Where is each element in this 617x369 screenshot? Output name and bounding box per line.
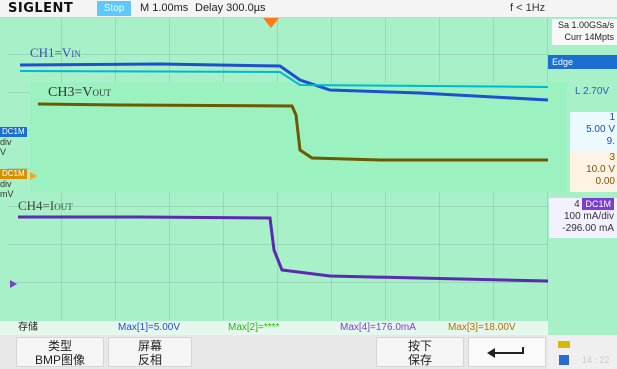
network-icon bbox=[559, 355, 569, 365]
ch1-label-text: CH1=V bbox=[30, 45, 72, 60]
trigger-level[interactable]: L 2.70V bbox=[575, 86, 610, 97]
press-label: 按下 bbox=[407, 339, 432, 353]
ch3-trace bbox=[37, 102, 548, 162]
ch4-coupling: DC1M bbox=[582, 198, 614, 210]
ch3-offset-icon bbox=[30, 172, 37, 180]
ch4-settings[interactable]: 4 DC1M 100 mA/div -296.00 mA bbox=[549, 198, 617, 238]
frequency-readout: f < 1Hz bbox=[510, 2, 546, 14]
left-marker-1-line1: div bbox=[0, 137, 12, 147]
left-marker-3-tag: DC1M bbox=[0, 169, 27, 179]
left-marker-3: DC1M div mV bbox=[0, 168, 27, 199]
status-icons bbox=[558, 341, 570, 365]
screen-label: 屏幕 bbox=[137, 339, 162, 353]
measure-max3: Max[3]=18.00V bbox=[448, 322, 516, 333]
ch4-label-sub: OUT bbox=[54, 202, 73, 212]
ch1-label: CH1=VIN bbox=[30, 45, 81, 61]
ch4-offset: -296.00 mA bbox=[562, 223, 614, 234]
trigger-position-icon[interactable] bbox=[263, 18, 279, 28]
press-value: 保存 bbox=[407, 353, 432, 367]
ch1-scale: 5.00 V bbox=[586, 124, 615, 135]
ch3-label-sub: OUT bbox=[92, 88, 111, 98]
ch4-trace bbox=[18, 215, 549, 283]
timebase-readout[interactable]: M 1.00ms bbox=[140, 2, 189, 14]
ch4-label: CH4=IOUT bbox=[18, 198, 73, 214]
screen-value: 反相 bbox=[137, 353, 162, 367]
sample-rate: Sa 1.00GSa/s bbox=[557, 20, 614, 30]
press-save-button[interactable]: 按下 保存 bbox=[376, 337, 464, 367]
left-marker-1-tag: DC1M bbox=[0, 127, 27, 137]
ch3-offset: 0.00 bbox=[595, 176, 615, 187]
ch4-offset-icon bbox=[10, 280, 17, 288]
back-arrow-icon bbox=[487, 347, 524, 358]
trigger-mode[interactable]: Edge bbox=[548, 55, 617, 69]
ch4-number: 4 bbox=[574, 199, 580, 210]
softkey-menu: 类型 BMP图像 屏幕 反相 按下 保存 bbox=[0, 335, 548, 369]
ch3-scale: 10.0 V bbox=[586, 164, 615, 175]
ch3-label: CH3=VOUT bbox=[48, 85, 111, 101]
brand-logo: SIGLENT bbox=[8, 1, 74, 16]
ch1-number: 1 bbox=[609, 112, 615, 123]
ch4-scale: 100 mA/div bbox=[563, 211, 614, 222]
usb-icon bbox=[558, 341, 570, 348]
memory-depth: Curr 14Mpts bbox=[564, 32, 614, 42]
ch4-label-text: CH4=I bbox=[18, 198, 55, 213]
acquisition-info: Sa 1.00GSa/s Curr 14Mpts bbox=[552, 19, 617, 45]
left-marker-1: DC1M div V bbox=[0, 126, 27, 157]
type-value: BMP图像 bbox=[34, 353, 85, 367]
left-marker-3-line2: mV bbox=[0, 189, 14, 199]
clock: 14 : 22 bbox=[582, 355, 610, 365]
ch1-trace bbox=[19, 62, 549, 102]
ch1-trace-cyan bbox=[19, 70, 549, 88]
measure-max2: Max[2]=**** bbox=[228, 322, 280, 333]
ch3-number: 3 bbox=[609, 152, 615, 163]
screen-invert-button[interactable]: 屏幕 反相 bbox=[108, 337, 192, 367]
ch3-label-text: CH3=V bbox=[48, 85, 93, 100]
measure-max4: Max[4]=176.0mA bbox=[340, 322, 416, 333]
type-label: 类型 bbox=[47, 339, 72, 353]
ch1-offset: 9. bbox=[606, 136, 615, 147]
back-button[interactable] bbox=[468, 337, 546, 367]
status-bar: SIGLENT Stop M 1.00ms Delay 300.0µs f < … bbox=[0, 0, 617, 18]
left-marker-1-line2: V bbox=[0, 147, 7, 157]
system-status: 14 : 22 bbox=[548, 335, 617, 369]
left-marker-3-line1: div bbox=[0, 179, 12, 189]
save-menu-title: 存储 bbox=[18, 322, 38, 333]
ch3-settings[interactable]: 3 10.0 V 0.00 bbox=[570, 152, 617, 192]
run-stop-button[interactable]: Stop bbox=[97, 1, 131, 16]
delay-readout[interactable]: Delay 300.0µs bbox=[195, 2, 266, 14]
type-button[interactable]: 类型 BMP图像 bbox=[16, 337, 104, 367]
measure-max1: Max[1]=5.00V bbox=[118, 322, 180, 333]
ch1-label-sub: IN bbox=[71, 49, 81, 59]
measurement-bar: 存储 Max[1]=5.00V Max[2]=**** Max[4]=176.0… bbox=[0, 321, 548, 335]
